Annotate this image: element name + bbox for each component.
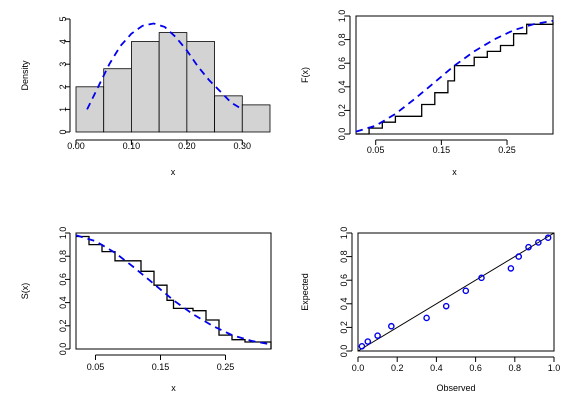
density-curve xyxy=(86,22,243,111)
histogram-bar xyxy=(158,32,188,133)
pp-point xyxy=(535,239,542,246)
fitted-dashed-line xyxy=(355,19,554,133)
panel-3: 0.05 0.15 0.25 0.0 0.2 0.4 0.6 0.8 1.0 x S(x) xyxy=(20,227,272,393)
y-tick-label: 0.0 xyxy=(58,343,68,356)
fitted-dashed-line xyxy=(75,234,272,346)
y-tick-label: 0.6 xyxy=(339,274,349,287)
pp-point xyxy=(544,234,552,242)
x-tick-label: 0.15 xyxy=(433,145,451,155)
x-tick-label: 0.05 xyxy=(367,145,385,155)
histogram-bar xyxy=(103,68,132,133)
y-tick-label: 0.4 xyxy=(58,296,68,309)
pp-point xyxy=(374,332,381,339)
x-axis-label: x xyxy=(171,383,176,393)
x-tick-label: 0.6 xyxy=(469,363,482,373)
y-tick-label: 0.8 xyxy=(339,250,349,263)
y-tick-label: 1.0 xyxy=(337,10,347,23)
pp-point xyxy=(358,342,366,350)
pp-point xyxy=(478,274,485,282)
pp-point xyxy=(423,314,430,322)
x-tick-label: 0.20 xyxy=(178,141,196,151)
x-axis-label: x xyxy=(452,167,457,177)
histogram-bar xyxy=(75,86,105,133)
y-tick-label: 0.2 xyxy=(337,104,347,117)
panel-1: 0.00 0.10 0.20 0.30 0 1 2 3 4 5 x Density xyxy=(20,16,271,177)
pp-point xyxy=(364,338,372,345)
y-tick-label: 0.6 xyxy=(58,273,68,286)
x-tick-label: 0.0 xyxy=(352,363,365,373)
pp-point xyxy=(442,302,450,310)
y-tick-label: 0.4 xyxy=(339,298,349,311)
empirical-step-line xyxy=(76,235,272,349)
y-tick-label: 0.2 xyxy=(58,320,68,333)
x-tick-label: 0.8 xyxy=(509,363,522,373)
pp-point xyxy=(515,253,523,260)
y-axis-label: Expected xyxy=(300,273,310,311)
reference-line xyxy=(357,232,555,352)
x-tick-label: 0.05 xyxy=(87,362,105,372)
y-tick-label: 1 xyxy=(58,107,68,112)
y-tick-label: 5 xyxy=(58,16,68,21)
histogram-bar xyxy=(186,41,215,133)
y-tick-label: 0 xyxy=(58,129,68,134)
plot-frame xyxy=(355,15,554,135)
y-tick-label: 0.2 xyxy=(339,321,349,334)
x-axis-label: Observed xyxy=(436,383,475,393)
y-axis-label: F(x) xyxy=(300,67,310,83)
empirical-step-line xyxy=(356,21,554,135)
x-tick-label: 0.25 xyxy=(217,362,235,372)
x-axis-label: x xyxy=(171,167,176,177)
x-tick-label: 0.30 xyxy=(234,141,252,151)
panel-2: 0.05 0.15 0.25 0.0 0.2 0.4 0.6 0.8 1.0 x F(x) xyxy=(300,10,554,177)
pp-point xyxy=(462,287,470,295)
histogram-bar xyxy=(241,104,271,133)
plot-frame xyxy=(75,232,272,350)
y-tick-label: 0.8 xyxy=(58,250,68,263)
histogram-bar xyxy=(214,95,243,133)
y-axis-label: Density xyxy=(20,60,30,91)
y-tick-label: 0.0 xyxy=(339,345,349,358)
y-axis-label: S(x) xyxy=(20,283,30,300)
x-tick-label: 0.25 xyxy=(498,145,516,155)
histogram-bar xyxy=(131,41,160,133)
x-tick-label: 1.0 xyxy=(548,363,561,373)
x-tick-label: 0.2 xyxy=(391,363,404,373)
x-tick-label: 0.4 xyxy=(430,363,443,373)
y-tick-label: 0.4 xyxy=(337,81,347,94)
y-tick-label: 2 xyxy=(58,84,68,89)
plot-frame xyxy=(357,232,555,352)
pp-point xyxy=(507,265,515,272)
y-tick-label: 0.8 xyxy=(337,33,347,46)
x-tick-label: 0.00 xyxy=(67,141,85,151)
y-tick-label: 0.6 xyxy=(337,57,347,70)
pp-point xyxy=(388,322,395,330)
x-tick-label: 0.10 xyxy=(123,141,141,151)
y-tick-label: 0.0 xyxy=(337,128,347,141)
x-tick-label: 0.15 xyxy=(152,362,170,372)
y-tick-label: 1.0 xyxy=(339,227,349,240)
y-tick-label: 1.0 xyxy=(58,227,68,240)
panel-4: 0.0 0.2 0.4 0.6 0.8 1.0 0.0 0.2 0.4 0.6 0.8 1.0 Obse… xyxy=(300,227,560,393)
y-tick-label: 4 xyxy=(58,39,68,44)
y-tick-label: 3 xyxy=(58,62,68,67)
pp-point xyxy=(525,243,532,251)
